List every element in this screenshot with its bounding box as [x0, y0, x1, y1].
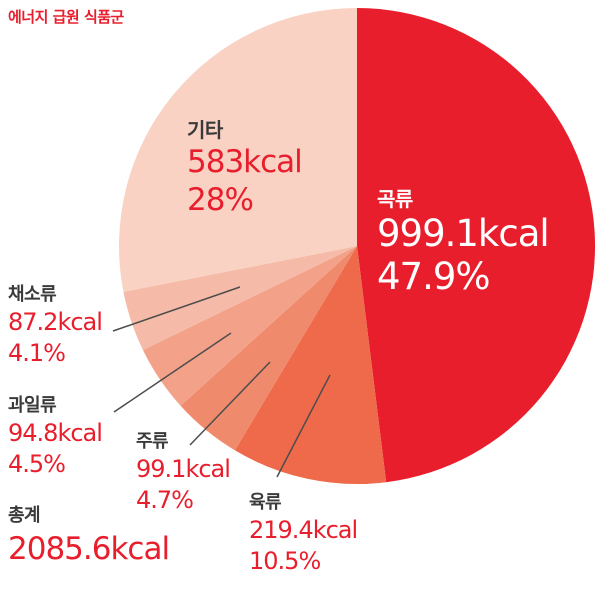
pie-slice-vegetables: [123, 246, 357, 350]
leader-line-fruits: [113, 332, 232, 413]
slice-percent-vegetables: 4.1%: [8, 339, 66, 367]
leader-line-meat: [276, 374, 331, 478]
slice-name-meat: 육류: [249, 492, 282, 513]
label-block-fruits: 과일류 94.8kcal 4.5%: [8, 393, 103, 480]
pie-slice-grains: [357, 7, 596, 483]
slice-percent-fruits: 4.5%: [8, 450, 66, 478]
total-kcal: 2085.6kcal: [8, 531, 170, 567]
leader-line-beverages: [189, 361, 271, 446]
pie-slice-beverages: [180, 246, 357, 451]
total-label: 총계: [8, 505, 41, 526]
slice-kcal-others: 583kcal: [187, 144, 303, 180]
slice-name-beverages: 주류: [136, 431, 169, 452]
slice-name-fruits: 과일류: [8, 395, 57, 416]
chart-title: 에너지 급원 식품군: [8, 8, 124, 26]
slice-name-grains: 곡류: [377, 187, 413, 211]
label-block-total: 총계 2085.6kcal: [8, 502, 170, 569]
label-block-grains: 곡류 999.1kcal 47.9%: [377, 187, 550, 298]
slice-kcal-grains: 999.1kcal: [377, 212, 550, 255]
slice-name-others: 기타: [187, 118, 223, 142]
slice-kcal-meat: 219.4kcal: [249, 516, 358, 544]
label-block-beverages: 주류 99.1kcal 4.7%: [136, 429, 231, 516]
pie-slice-fruits: [142, 246, 357, 406]
slice-percent-beverages: 4.7%: [136, 486, 194, 514]
slice-percent-meat: 10.5%: [249, 547, 321, 575]
slice-percent-others: 28%: [187, 182, 254, 218]
leader-line-vegetables: [112, 286, 241, 332]
label-block-vegetables: 채소류 87.2kcal 4.1%: [8, 282, 103, 369]
slice-kcal-vegetables: 87.2kcal: [8, 308, 103, 336]
pie-slice-meat: [234, 246, 387, 485]
pie-slice-others: [118, 8, 358, 292]
slice-name-vegetables: 채소류: [8, 284, 57, 305]
label-block-meat: 육류 219.4kcal 10.5%: [249, 490, 358, 577]
slice-percent-grains: 47.9%: [377, 255, 491, 298]
slice-kcal-fruits: 94.8kcal: [8, 419, 103, 447]
slice-kcal-beverages: 99.1kcal: [136, 455, 231, 483]
label-block-others: 기타 583kcal 28%: [187, 117, 303, 219]
